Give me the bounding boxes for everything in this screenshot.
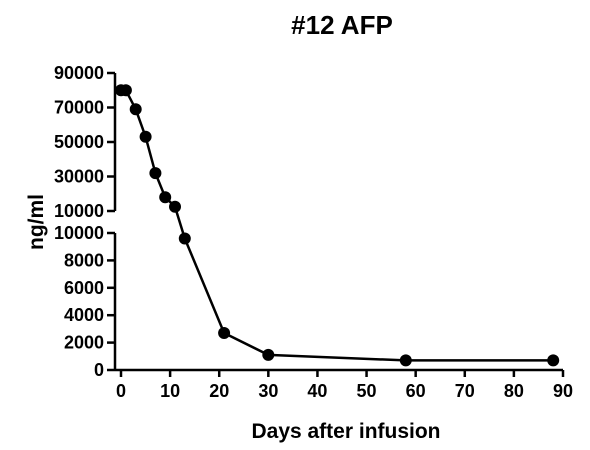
y-tick-label: 8000 — [64, 250, 104, 270]
chart-title: #12 AFP — [291, 10, 393, 40]
y-tick-label: 4000 — [64, 305, 104, 325]
y-tick-label: 6000 — [64, 278, 104, 298]
y-tick-label: 0 — [94, 360, 104, 380]
data-point — [169, 200, 181, 213]
y-tick-label: 10000 — [54, 223, 104, 243]
data-point — [547, 354, 560, 367]
x-tick-label: 80 — [504, 381, 524, 401]
y-tick-label: 2000 — [64, 333, 104, 353]
x-axis-label: Days after infusion — [251, 420, 440, 443]
x-tick-label: 40 — [307, 381, 327, 401]
data-point — [159, 191, 172, 204]
data-point — [399, 354, 412, 367]
y-tick-label: 90000 — [54, 63, 104, 83]
axes: 0 10 20 30 40 50 60 70 80 90 0 2000 4000 6000 8000 1000… — [54, 63, 573, 401]
data-point — [139, 130, 152, 143]
data-point — [129, 103, 142, 116]
data-point — [218, 327, 231, 339]
y-tick-label: 70000 — [54, 98, 104, 118]
data-point — [178, 232, 191, 245]
data-point — [149, 167, 162, 180]
x-tick-label: 70 — [455, 381, 475, 401]
x-tick-label: 30 — [258, 381, 278, 401]
y-tick-label: 50000 — [54, 132, 104, 152]
x-tick-label: 50 — [357, 381, 377, 401]
data-point — [262, 348, 275, 361]
data-point — [119, 84, 132, 97]
x-tick-label: 0 — [116, 381, 126, 401]
y-tick-label: 30000 — [54, 167, 104, 187]
x-tick-label: 90 — [553, 381, 573, 401]
y-axis-label: ng/ml — [25, 194, 48, 250]
x-tick-label: 60 — [406, 381, 426, 401]
x-tick-label: 10 — [160, 381, 180, 401]
data-series — [115, 84, 560, 367]
x-tick-label: 20 — [209, 381, 229, 401]
y-tick-label: 10000 — [54, 201, 104, 221]
